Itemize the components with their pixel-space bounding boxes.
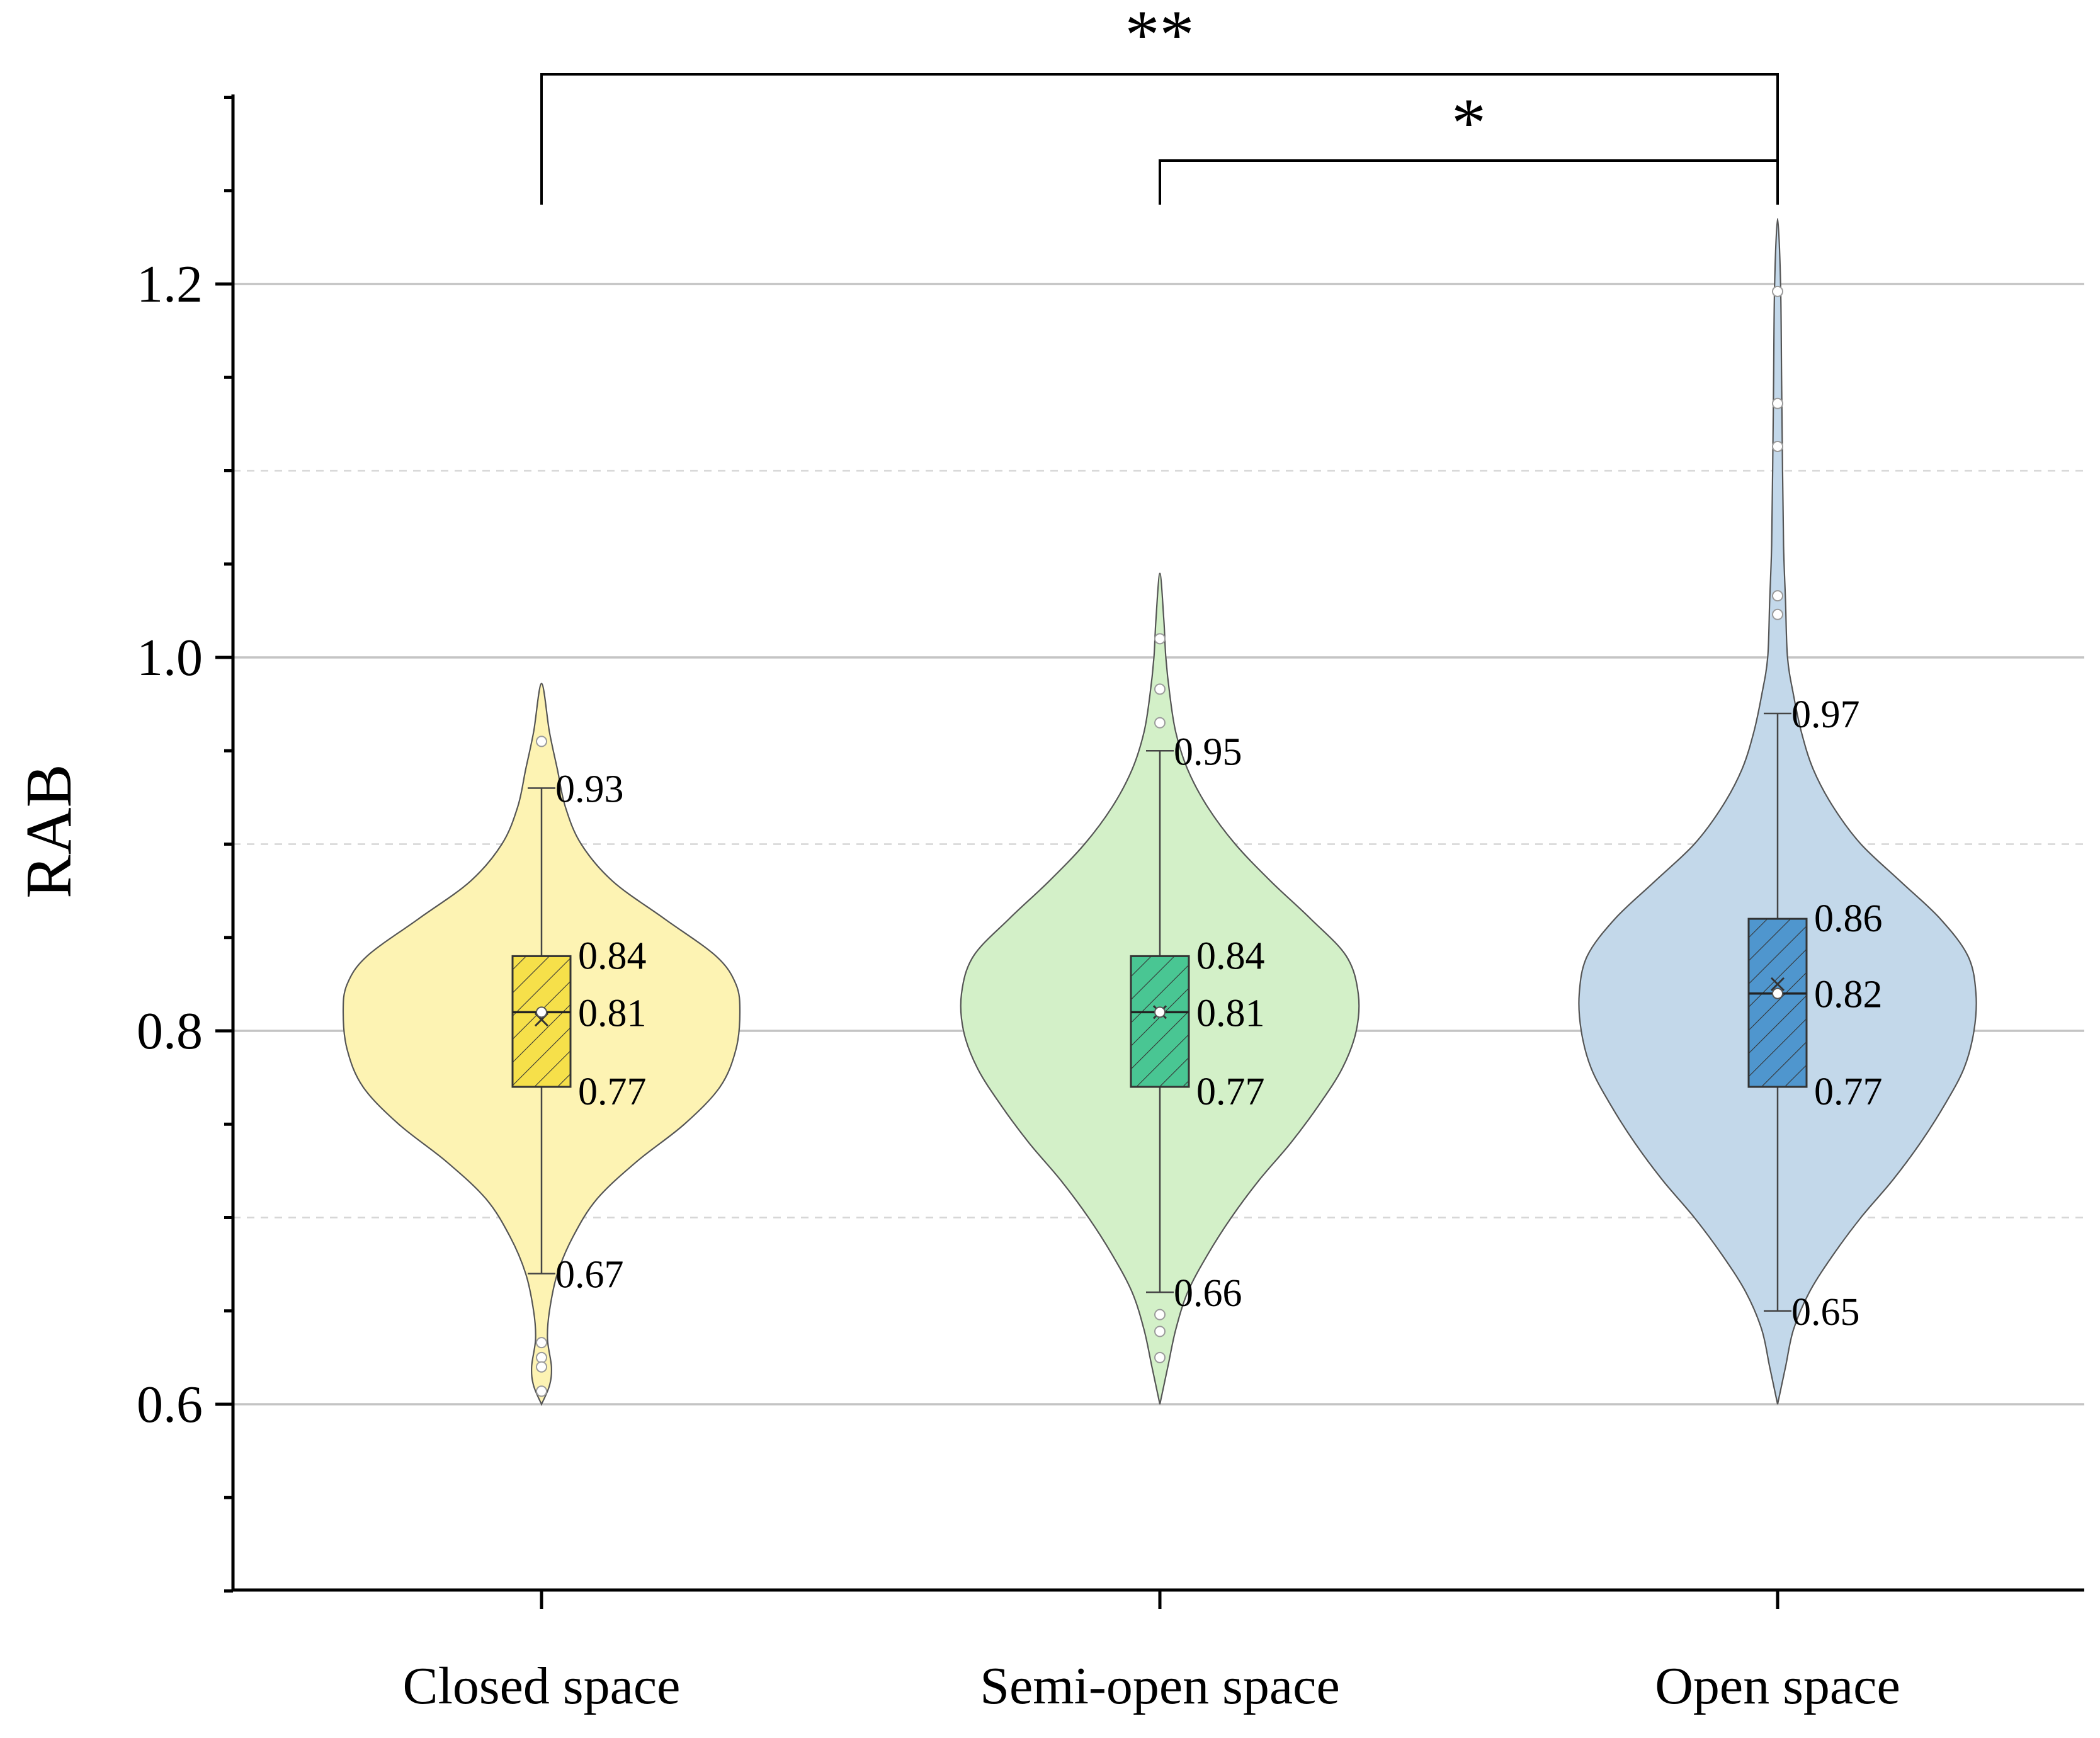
median-dot [536, 1006, 547, 1018]
outlier-point [536, 1385, 547, 1397]
significance-bracket [1159, 159, 1779, 205]
whisker-low-label: 0.66 [1174, 1272, 1242, 1315]
whisker-low-label: 0.67 [555, 1253, 624, 1296]
outlier-point [1154, 633, 1166, 645]
iqr-box-hatch [513, 956, 570, 1087]
iqr-box-hatch [1749, 919, 1807, 1087]
median-dot [1154, 1006, 1166, 1018]
iqr-box-hatch [1131, 956, 1189, 1087]
significance-label: ** [1125, 0, 1195, 73]
outlier-point [1154, 717, 1166, 729]
outlier-point [536, 1337, 547, 1349]
violin-group-1: 0.95 0.84 0.81 0.77 0.66 [960, 572, 1360, 1405]
violin-group-0: 0.93 0.84 0.81 0.77 0.67 [342, 683, 741, 1406]
outlier-point [1154, 1326, 1166, 1338]
x-tick-label: Closed space [403, 1657, 681, 1715]
outlier-point [1772, 590, 1783, 602]
significance-bracket [540, 73, 1779, 205]
outlier-point [1154, 1351, 1166, 1363]
whisker-high-label: 0.95 [1174, 730, 1242, 773]
outlier-point [536, 1361, 547, 1373]
y-tick-label: 1.2 [137, 255, 203, 314]
y-tick-label: 0.6 [137, 1375, 203, 1434]
y-tick-label: 1.0 [137, 628, 203, 687]
x-tick-label: Semi-open space [980, 1657, 1339, 1715]
q3-label: 0.86 [1814, 897, 1883, 940]
significance-label: * [1451, 84, 1486, 161]
outlier-point [1772, 608, 1783, 620]
q3-label: 0.84 [1196, 934, 1265, 977]
y-tick-label: 0.8 [137, 1002, 203, 1060]
significance-brackets: *** [540, 0, 1779, 205]
q3-label: 0.84 [578, 934, 647, 977]
whisker-high-label: 0.97 [1791, 693, 1860, 736]
outlier-point [1154, 1309, 1166, 1321]
outlier-point [1772, 285, 1783, 297]
axes: 0.6 0.8 1.0 1.2 Closed space Semi-open space O… [137, 94, 2084, 1715]
q1-label: 0.77 [1814, 1071, 1883, 1113]
outlier-point [1154, 683, 1166, 695]
median-label: 0.81 [1196, 992, 1265, 1035]
x-tick-label: Open space [1655, 1657, 1900, 1715]
outlier-point [536, 1351, 547, 1363]
outlier-point [1772, 440, 1783, 452]
whisker-low-label: 0.65 [1791, 1291, 1860, 1334]
violins: 0.93 0.84 0.81 0.77 0.67 0.95 0.84 0.81 0.77 0.66… [342, 218, 1977, 1406]
violin-group-2: 0.97 0.86 0.82 0.77 0.65 [1578, 218, 1977, 1405]
outlier-point [536, 736, 547, 747]
median-dot [1772, 987, 1783, 999]
q1-label: 0.77 [578, 1071, 647, 1113]
y-axis-label: RAB [13, 764, 85, 899]
outlier-point [1772, 397, 1783, 409]
whisker-high-label: 0.93 [555, 768, 624, 811]
q1-label: 0.77 [1196, 1071, 1265, 1113]
mean-marker [1770, 977, 1785, 991]
median-label: 0.82 [1814, 974, 1883, 1016]
median-label: 0.81 [578, 992, 647, 1035]
